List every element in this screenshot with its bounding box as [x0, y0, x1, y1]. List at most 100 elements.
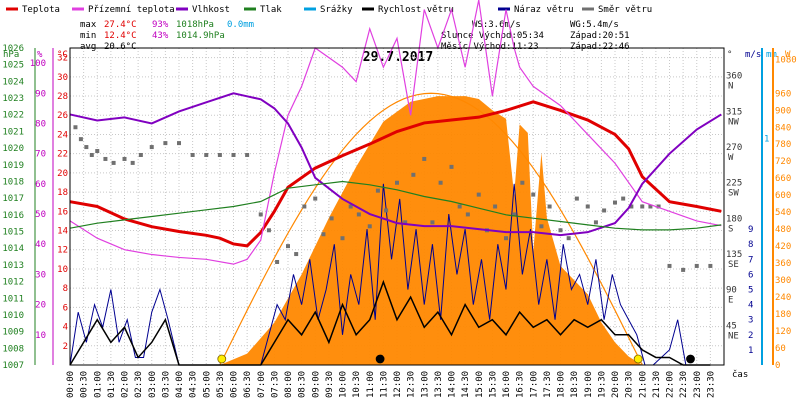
direction-tick: 270 — [726, 143, 742, 153]
legend-label-6: Náraz větru — [514, 5, 574, 15]
wind-direction-point — [258, 212, 263, 217]
x-tick-label: 02:30 — [134, 371, 144, 398]
solar-tick: 960 — [775, 89, 791, 99]
x-tick-label: 09:00 — [311, 371, 321, 398]
x-tick-label: 23:30 — [706, 371, 716, 398]
wind-direction-point — [313, 196, 318, 201]
legend-label-2: Vlhkost — [192, 5, 230, 15]
pressure_hPa-tick: 1026 — [2, 44, 24, 54]
plot-series — [69, 0, 722, 366]
legend-label-3: Tlak — [260, 5, 282, 15]
solar-tick: 60 — [775, 344, 786, 354]
legend: Teplota Přízemní teplota Vlhkost Tlak Srážky… — [6, 5, 652, 15]
solar-tick: 180 — [775, 310, 791, 320]
wind-direction-point — [204, 152, 209, 157]
temperature_C-tick: 4 — [63, 323, 68, 333]
wind-direction-point — [411, 172, 416, 177]
solar-tick: 1080 — [775, 55, 797, 65]
x-tick-label: 11:00 — [366, 371, 376, 398]
rain-tick: 1 — [764, 135, 769, 145]
pressure_hPa-tick: 1015 — [2, 228, 24, 238]
x-tick-label: 04:00 — [175, 371, 185, 398]
humidity_pct-tick: 90 — [35, 89, 46, 99]
axes: 00:00 00:30 01:00 01:30 02:00 02:30 03:00 03:30… — [2, 44, 796, 398]
x-tick-label: 05:30 — [216, 371, 226, 398]
legend-label-7: Směr větru — [598, 5, 652, 15]
temperature_C-tick: 24 — [57, 130, 68, 140]
x-tick-label: 11:30 — [379, 371, 389, 398]
pressure_hPa-tick: 1020 — [2, 144, 24, 154]
temperature_C-tick: 32 — [57, 54, 68, 64]
wind-tick: 4 — [748, 301, 753, 311]
solar-tick: 240 — [775, 293, 791, 303]
x-tick-label: 03:30 — [161, 371, 171, 398]
pressure_hPa-tick: 1011 — [2, 294, 24, 304]
wind-direction-point — [103, 156, 108, 161]
x-tick-label: 07:30 — [270, 371, 280, 398]
x-tick-label: 00:00 — [66, 371, 76, 398]
pressure_hPa-tick: 1018 — [2, 177, 24, 187]
stats-max-hum: 93% — [152, 20, 169, 30]
x-tick-label: 19:00 — [584, 371, 594, 398]
moon-marker — [686, 354, 695, 364]
wind-direction-point — [403, 220, 408, 225]
pressure_hPa-tick: 1025 — [2, 61, 24, 71]
direction-tick: 135 — [726, 250, 742, 260]
legend-label-5: Rychlost větru — [378, 5, 454, 15]
legend-label-0: Teplota — [22, 5, 60, 15]
pressure_hPa-tick: 1023 — [2, 94, 24, 104]
wind-direction-point — [294, 252, 299, 257]
pressure_hPa-tick: 1007 — [2, 361, 24, 371]
solar-tick: 600 — [775, 191, 791, 201]
wind-tick: 1 — [748, 346, 753, 356]
direction-tick: 180 — [726, 214, 742, 224]
wind-direction-point — [78, 137, 83, 142]
wind-direction-point — [640, 204, 645, 209]
direction-tick: 225 — [726, 179, 742, 189]
solar-tick: 540 — [775, 208, 791, 218]
wind-direction-point — [602, 208, 607, 213]
wind-gust-line — [69, 183, 711, 366]
unit-w: W — [785, 50, 791, 60]
wind-direction-point — [266, 228, 271, 233]
x-tick-label: 20:00 — [611, 371, 621, 398]
humidity_pct-tick: 60 — [35, 180, 46, 190]
x-tick-label: 00:30 — [80, 371, 90, 398]
temperature_C-tick: 20 — [57, 169, 68, 179]
x-tick-label: 01:00 — [93, 371, 103, 398]
wind-direction-point — [190, 152, 195, 157]
solar-tick: 720 — [775, 157, 791, 167]
wind-direction-point — [367, 224, 372, 229]
wind-direction-point — [286, 244, 290, 249]
info-slunce-zapad: Západ:20:51 — [570, 31, 630, 41]
x-tick-label: 16:00 — [502, 371, 512, 398]
wind-tick: 7 — [748, 255, 753, 265]
stats-max-rain: 0.0mm — [227, 20, 254, 30]
x-tick-label: 09:30 — [325, 371, 335, 398]
x-tick-label: 02:00 — [121, 371, 131, 398]
unit-ms: m/s — [745, 50, 761, 60]
solar-tick: 120 — [775, 327, 791, 337]
x-tick-label: 03:00 — [148, 371, 158, 398]
x-tick-label: 01:30 — [107, 371, 117, 398]
wind-direction-point — [84, 145, 89, 150]
wind-direction-point — [504, 236, 508, 241]
x-tick-label: 18:00 — [557, 371, 567, 398]
x-tick-label: 15:30 — [488, 371, 498, 398]
temperature_C-tick: 16 — [57, 207, 68, 217]
unit-hpa: hPa — [3, 50, 19, 60]
stats-max-label: max — [80, 20, 97, 30]
wind-direction-point — [512, 212, 517, 217]
wind-direction-point — [574, 196, 579, 201]
legend-label-1: Přízemní teplota — [88, 5, 175, 15]
wind-tick: 3 — [748, 316, 753, 326]
x-tick-label: 08:30 — [298, 371, 308, 398]
wind-speed-line — [69, 279, 711, 366]
solar-clear-sky-curve — [219, 92, 643, 366]
direction-label: W — [728, 153, 734, 163]
wind-tick: 6 — [748, 270, 753, 280]
wind-direction-point — [275, 259, 280, 264]
humidity_pct-tick: 40 — [35, 240, 46, 250]
pressure_hPa-tick: 1008 — [2, 344, 24, 354]
x-tick-label: 10:00 — [339, 371, 349, 398]
